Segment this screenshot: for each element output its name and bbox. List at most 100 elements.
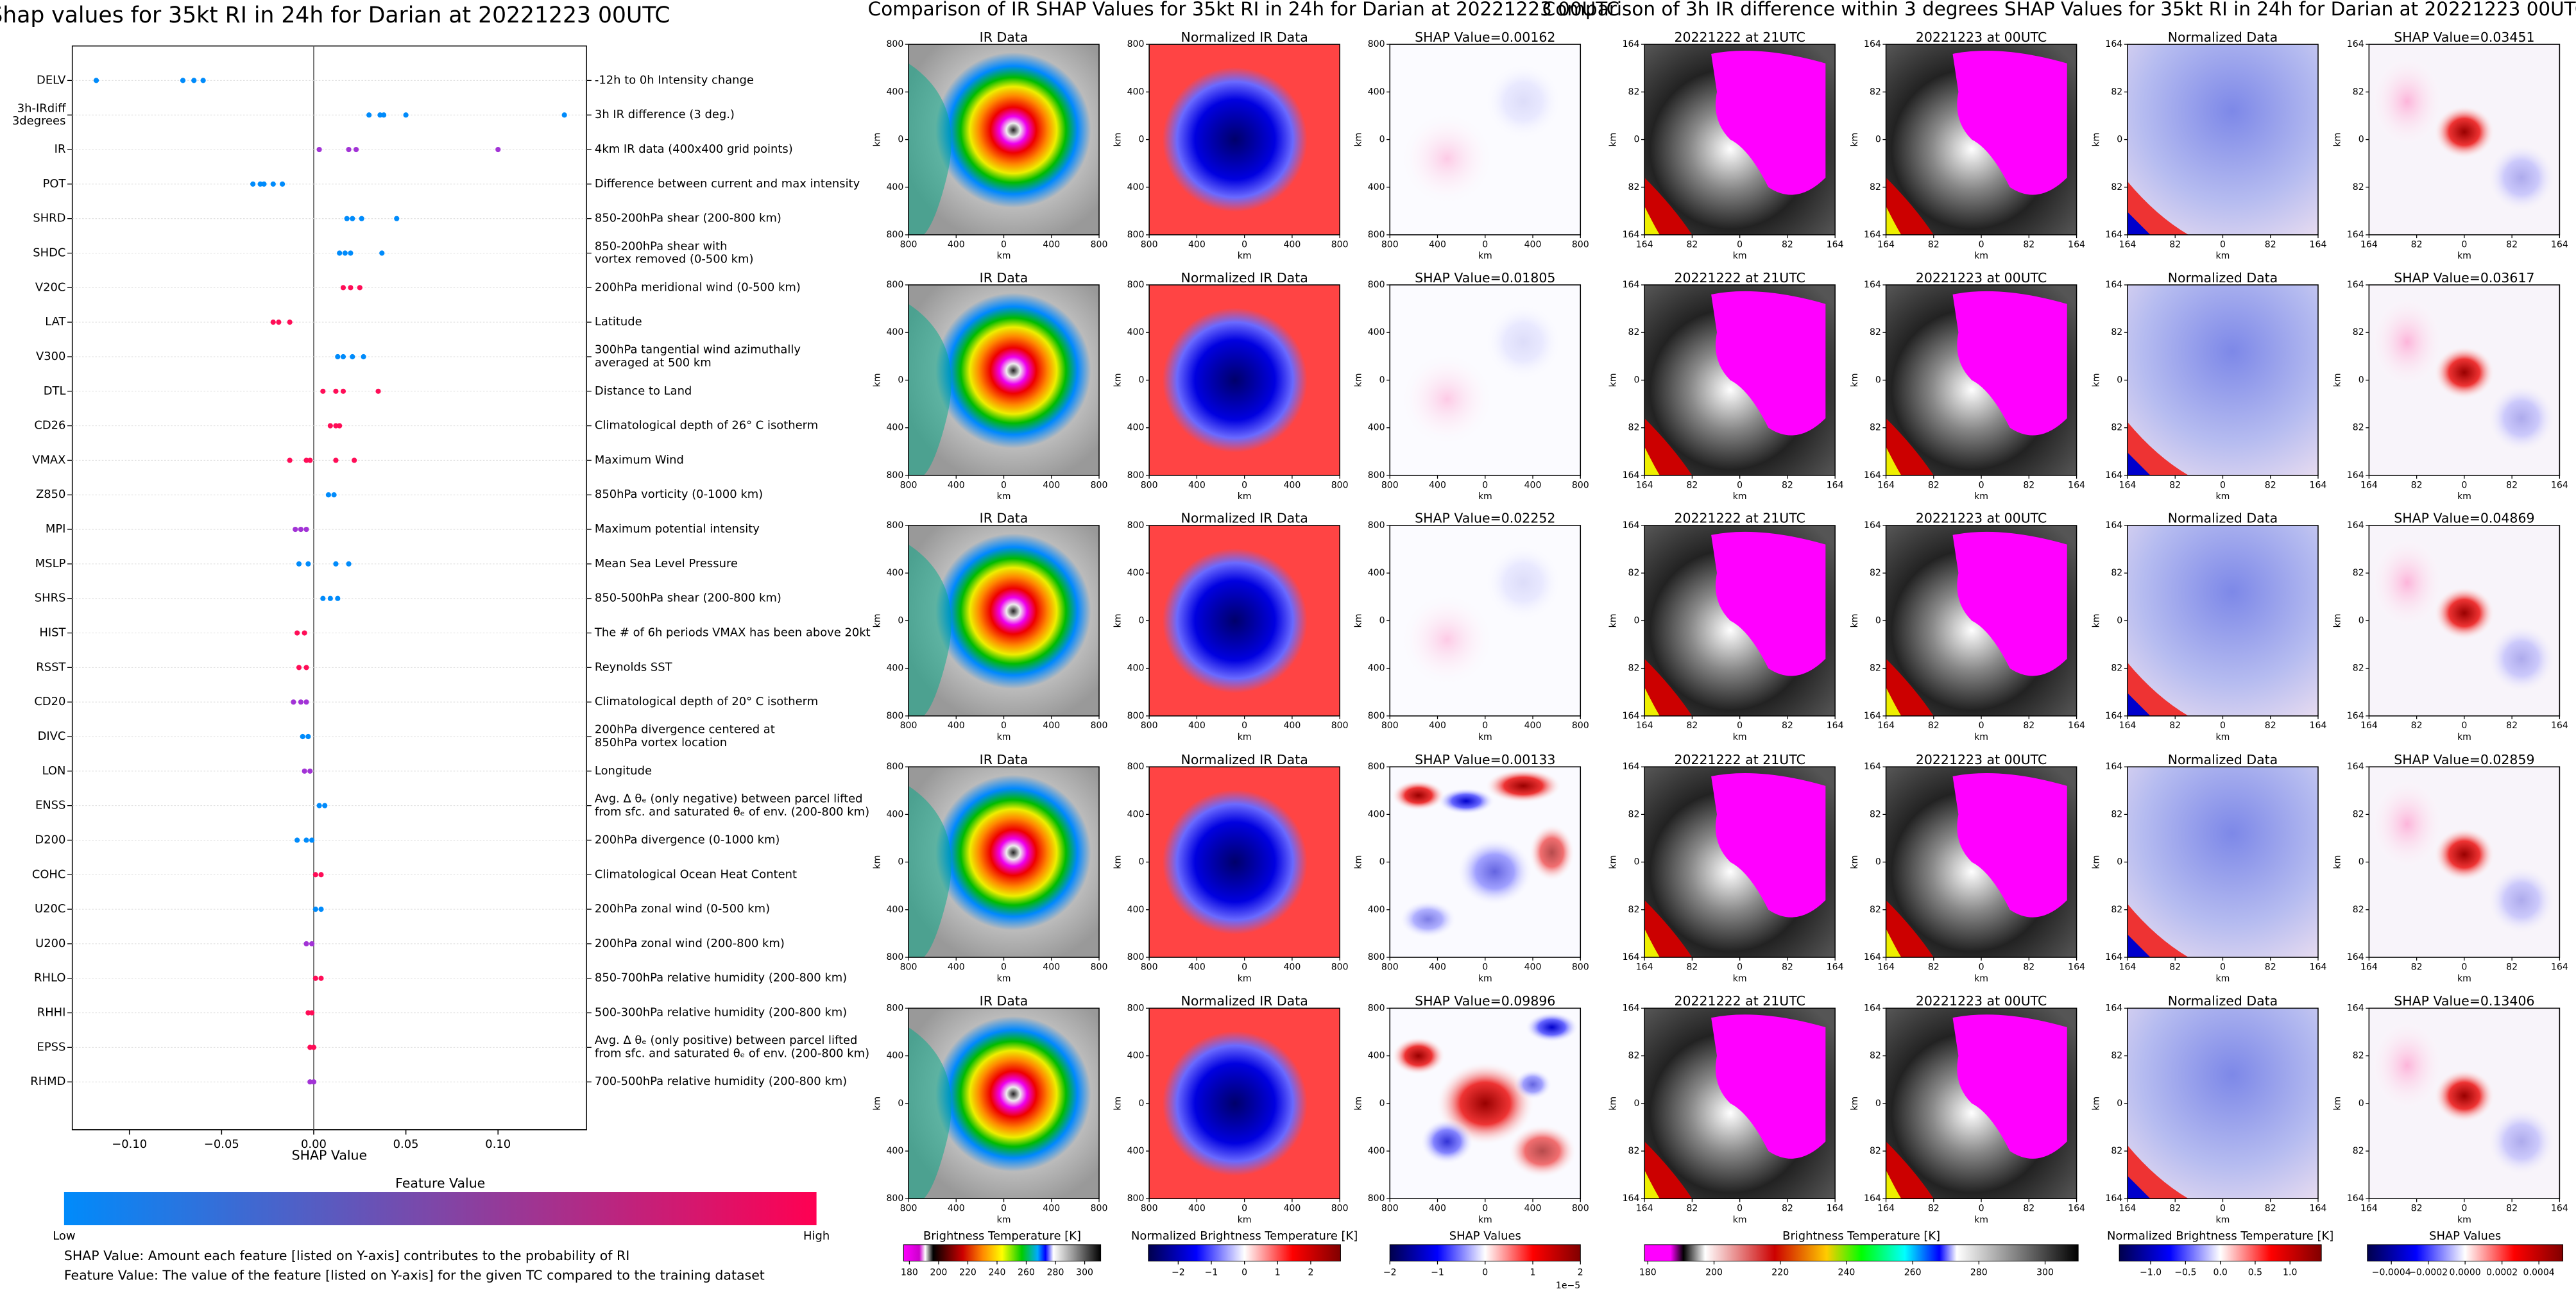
x-tick-label: 164 xyxy=(2551,962,2568,972)
y-tick-label: 82 xyxy=(1870,809,1881,819)
shap-point xyxy=(495,146,501,153)
colorbar-tick-label: 280 xyxy=(1047,1267,1064,1277)
shap-point xyxy=(307,1045,313,1050)
x-tick-label: 800 xyxy=(1572,962,1589,972)
x-tick-label: 800 xyxy=(1091,1204,1108,1214)
colorbar-tick-label: 0.5 xyxy=(2248,1267,2262,1277)
y-tick-label: 82 xyxy=(1870,182,1881,192)
colorbar xyxy=(1644,1244,2079,1262)
heatmap-image xyxy=(1390,525,1581,716)
y-tick-label: 82 xyxy=(2111,87,2122,97)
y-tick-label: 800 xyxy=(1127,230,1145,240)
colorbar-label: Normalized Brightness Temperature [K] xyxy=(2107,1229,2333,1243)
y-tick-label: 164 xyxy=(2347,230,2364,240)
shap-point xyxy=(302,768,307,774)
y-tick-label: 164 xyxy=(1864,1193,1881,1204)
x-tick-label: −0.05 xyxy=(204,1138,239,1151)
y-tick-label: 82 xyxy=(1628,87,1640,97)
feature-label: COHC xyxy=(32,867,66,881)
x-tick-label: 164 xyxy=(1877,962,1895,972)
y-tick-label: 0 xyxy=(1379,857,1385,867)
image-title: SHAP Value=0.00133 xyxy=(1415,752,1555,767)
feature-label: DELV xyxy=(37,73,66,87)
feature-description: 200hPa zonal wind (200-800 km) xyxy=(595,937,785,950)
feature-label: POT xyxy=(43,177,66,191)
image-title: SHAP Value=0.04869 xyxy=(2394,511,2534,526)
y-tick-label: 164 xyxy=(1864,762,1881,772)
x-tick-label: 82 xyxy=(1686,721,1698,731)
image-title: Normalized Data xyxy=(2168,270,2278,286)
y-axis-label: km xyxy=(1113,855,1123,869)
feature-description: Avg. Δ θₑ (only negative) between parcel… xyxy=(595,792,863,805)
x-axis-label: km xyxy=(1974,491,1988,502)
shap-point xyxy=(280,181,286,187)
y-tick-label: 164 xyxy=(2105,520,2122,531)
x-tick-label: 0 xyxy=(1241,239,1247,250)
x-tick-label: 800 xyxy=(1381,721,1399,731)
y-tick-label: 0 xyxy=(1634,1098,1640,1109)
colorbar-tick-label: 0.0004 xyxy=(2523,1267,2555,1277)
x-tick-label: 800 xyxy=(1091,480,1108,490)
x-tick-label: 800 xyxy=(1091,239,1108,250)
y-tick-label: 164 xyxy=(1864,39,1881,49)
y-axis-label: km xyxy=(1113,1097,1123,1111)
feature-description: Difference between current and max inten… xyxy=(595,177,860,191)
image-axes: SHAP Value=0.001628008004004000040040080… xyxy=(1354,30,1589,261)
feature-description: 200hPa meridional wind (0-500 km) xyxy=(595,280,801,294)
x-tick-label: 164 xyxy=(2119,239,2137,250)
colorbar-tick-label: −1 xyxy=(1205,1267,1218,1277)
y-axis-label: km xyxy=(2333,613,2343,627)
shap-point xyxy=(322,803,328,808)
x-tick-label: 800 xyxy=(900,239,917,250)
heatmap-image xyxy=(1149,1008,1340,1199)
x-tick-label: 82 xyxy=(1928,480,1940,490)
heatmap-image xyxy=(1149,767,1340,958)
heatmap-image xyxy=(1149,525,1340,716)
x-tick-label: 164 xyxy=(2068,480,2085,490)
x-axis-label: km xyxy=(997,1215,1011,1225)
feature-label: LAT xyxy=(45,315,65,329)
x-tick-label: 82 xyxy=(2411,1204,2423,1214)
y-tick-label: 0 xyxy=(2358,857,2364,867)
feature-description: The # of 6h periods VMAX has been above … xyxy=(594,626,871,640)
y-tick-label: 82 xyxy=(1628,182,1640,192)
chart-title: Shap values for 35kt RI in 24h for Daria… xyxy=(0,3,670,28)
x-tick-label: 400 xyxy=(1429,239,1446,250)
x-tick-label: 82 xyxy=(1686,480,1698,490)
x-axis-label: km xyxy=(997,491,1011,502)
image-title: SHAP Value=0.01805 xyxy=(1415,270,1555,286)
y-tick-label: 164 xyxy=(1864,520,1881,531)
feature-description: Climatological Ocean Heat Content xyxy=(595,867,797,881)
shap-point xyxy=(309,941,315,947)
x-tick-label: 0 xyxy=(1241,962,1247,972)
y-tick-label: 0 xyxy=(1379,375,1385,385)
x-tick-label: 82 xyxy=(2265,239,2276,250)
x-axis-label: km xyxy=(1733,973,1747,984)
y-tick-label: 0 xyxy=(2358,375,2364,385)
y-tick-label: 400 xyxy=(886,905,903,915)
shap-point xyxy=(276,320,282,325)
shap-point xyxy=(305,733,311,740)
heatmap-image xyxy=(908,1008,1100,1199)
y-tick-label: 800 xyxy=(1127,39,1145,49)
y-tick-label: 0 xyxy=(1138,135,1144,145)
y-tick-label: 164 xyxy=(2347,1193,2364,1204)
y-axis-label: km xyxy=(2091,373,2101,388)
y-tick-label: 82 xyxy=(1628,423,1640,433)
y-tick-label: 800 xyxy=(886,280,903,290)
y-axis-label: km xyxy=(872,613,882,627)
y-tick-label: 82 xyxy=(1870,568,1881,578)
image-axes: 20221222 at 21UTC1641648282008282164164k… xyxy=(1608,752,1843,984)
x-tick-label: 400 xyxy=(1043,480,1060,490)
feature-label: IR xyxy=(55,142,66,156)
x-tick-label: 164 xyxy=(1877,1204,1895,1214)
y-tick-label: 164 xyxy=(1864,280,1881,290)
x-axis-label: km xyxy=(997,973,1011,984)
x-tick-label: 0 xyxy=(2461,721,2467,731)
shap-point xyxy=(377,112,383,118)
x-tick-label: 400 xyxy=(948,239,965,250)
shap-point xyxy=(394,216,400,221)
y-axis-label: km xyxy=(1608,855,1618,869)
colorbar xyxy=(2119,1244,2322,1262)
y-tick-label: 164 xyxy=(1864,711,1881,721)
